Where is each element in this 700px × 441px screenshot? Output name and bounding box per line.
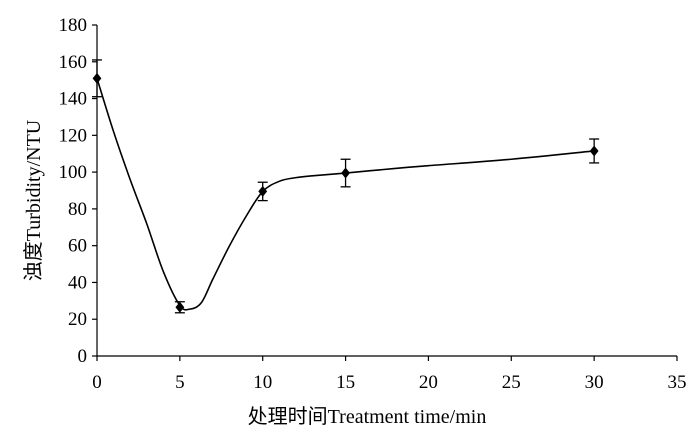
data-point — [589, 138, 600, 164]
series-layer — [96, 78, 595, 311]
diamond-marker — [175, 301, 185, 313]
y-tick-label: 120 — [59, 125, 88, 146]
diamond-marker — [92, 72, 102, 84]
diamond-marker — [341, 167, 350, 179]
x-tick-label: 20 — [419, 372, 438, 393]
y-tick-label: 180 — [59, 15, 88, 36]
y-tick-label: 160 — [59, 52, 88, 73]
series-line — [96, 78, 595, 311]
x-tick-label: 35 — [668, 372, 687, 393]
x-tick-label: 0 — [92, 372, 102, 393]
y-tick-label: 100 — [59, 162, 88, 183]
x-tick-label: 5 — [175, 372, 185, 393]
marker-layer — [92, 59, 600, 314]
x-tick-label: 10 — [253, 372, 272, 393]
diamond-marker — [589, 145, 599, 157]
x-tick-label: 25 — [502, 372, 521, 393]
data-point — [92, 59, 102, 98]
y-tick-label: 140 — [59, 89, 88, 110]
data-point — [340, 158, 351, 188]
y-tick-label: 20 — [68, 309, 87, 330]
axes: 0 20 40 60 80 100 120 140 160 180 0 5 10 15 20 25 30 35 — [59, 15, 687, 393]
data-point — [174, 301, 185, 314]
data-point — [257, 181, 268, 202]
x-tick-label: 15 — [336, 372, 355, 393]
y-tick-label: 40 — [68, 272, 87, 293]
y-axis-title: 浊度Turbidity/NTU — [22, 119, 45, 281]
y-tick-label: 60 — [68, 236, 87, 257]
x-tick-label: 30 — [585, 372, 604, 393]
y-tick-label: 80 — [68, 199, 87, 220]
y-tick-label: 0 — [78, 346, 88, 367]
x-axis-title: 处理时间Treatment time/min — [248, 405, 487, 428]
diamond-marker — [258, 185, 268, 197]
